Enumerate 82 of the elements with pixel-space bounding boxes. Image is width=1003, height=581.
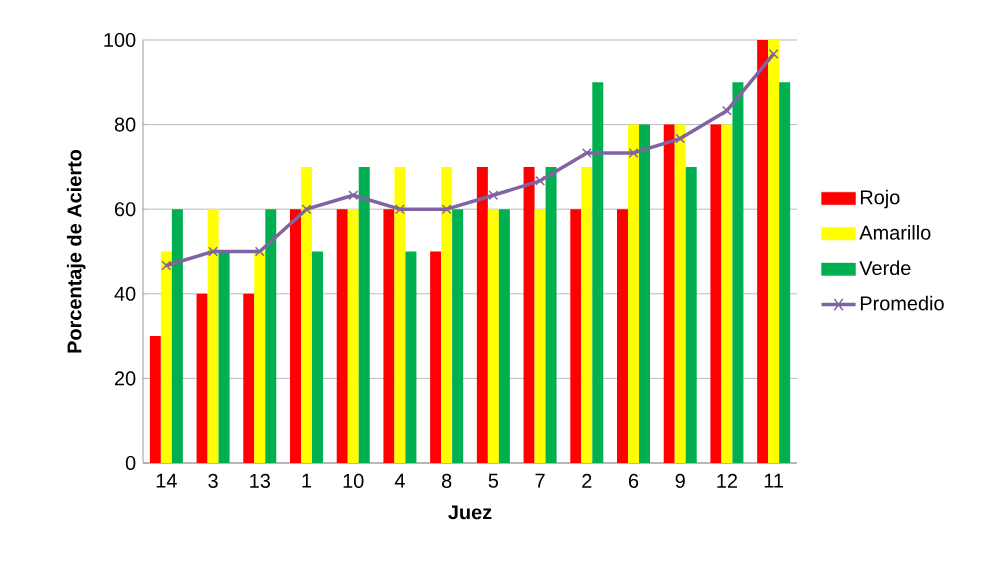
x-tick-label: 7 xyxy=(535,473,545,488)
bar xyxy=(218,251,230,463)
y-tick-label: 100 xyxy=(104,32,136,48)
legend-label: Amarillo xyxy=(859,225,931,240)
point xyxy=(441,204,452,215)
point xyxy=(628,147,639,158)
bar xyxy=(160,251,172,463)
bar xyxy=(663,124,675,463)
bar xyxy=(265,209,277,463)
point xyxy=(721,105,732,116)
legend-label: Rojo xyxy=(860,189,900,209)
bar xyxy=(290,209,301,463)
x-tick-label: 14 xyxy=(156,473,177,488)
point xyxy=(348,190,359,201)
point xyxy=(254,246,265,257)
bar xyxy=(171,209,183,463)
bar xyxy=(732,82,744,463)
bar xyxy=(196,293,208,463)
bar xyxy=(498,209,510,463)
point xyxy=(581,147,592,158)
bar xyxy=(476,166,488,463)
point xyxy=(301,204,312,215)
x-axis-title: Juez xyxy=(448,505,492,520)
bar xyxy=(628,124,640,463)
bar xyxy=(358,166,370,463)
bar xyxy=(545,166,557,463)
bar xyxy=(405,251,417,463)
bar xyxy=(534,209,546,463)
legend-label: Verde xyxy=(859,260,911,276)
bar xyxy=(757,40,769,463)
point xyxy=(161,260,172,271)
bar xyxy=(639,124,651,463)
bar xyxy=(207,209,219,463)
y-tick-label: 0 xyxy=(125,455,136,471)
bar xyxy=(243,293,255,463)
y-tick-label: 60 xyxy=(115,202,136,217)
x-tick-label: 4 xyxy=(394,473,405,488)
x-tick-label: 12 xyxy=(717,473,738,488)
x-tick-label: 11 xyxy=(764,473,784,488)
bar xyxy=(336,209,348,463)
y-tick-label: 40 xyxy=(114,286,136,301)
x-tick-label: 3 xyxy=(208,473,218,488)
bar xyxy=(768,40,780,463)
bar xyxy=(312,251,323,463)
point xyxy=(768,48,779,59)
point xyxy=(675,133,686,144)
bar xyxy=(721,124,733,463)
point xyxy=(488,190,499,201)
bar xyxy=(149,336,161,463)
bar xyxy=(441,166,453,463)
bar xyxy=(779,82,791,463)
bar xyxy=(452,209,464,463)
bar xyxy=(430,251,442,463)
y-tick-label: 20 xyxy=(115,371,136,386)
bar xyxy=(394,166,406,463)
bar xyxy=(592,82,604,463)
x-tick-label: 10 xyxy=(343,473,364,488)
x-tick-label: 5 xyxy=(488,473,499,488)
bar xyxy=(347,209,359,463)
x-tick-label: 2 xyxy=(582,473,592,488)
point xyxy=(535,175,546,186)
bar xyxy=(710,124,722,463)
bar xyxy=(617,209,629,463)
bar xyxy=(254,251,266,463)
bar xyxy=(523,166,535,463)
bar xyxy=(383,209,395,463)
bar xyxy=(301,166,312,463)
x-tick-label: 6 xyxy=(628,473,639,488)
bar xyxy=(581,166,593,463)
x-tick-label: 1 xyxy=(302,473,312,488)
point xyxy=(208,246,219,257)
point xyxy=(394,204,405,215)
x-tick-label: 8 xyxy=(441,473,452,488)
x-tick-label: 13 xyxy=(250,473,270,488)
x-tick-label: 9 xyxy=(675,473,685,488)
y-axis-title: Porcentaje de Acierto xyxy=(66,149,86,353)
y-tick-label: 80 xyxy=(114,117,136,132)
bar xyxy=(685,166,697,463)
bar xyxy=(487,209,499,463)
bar xyxy=(674,124,686,463)
bar xyxy=(570,209,582,463)
legend-label: Promedio xyxy=(860,295,944,311)
